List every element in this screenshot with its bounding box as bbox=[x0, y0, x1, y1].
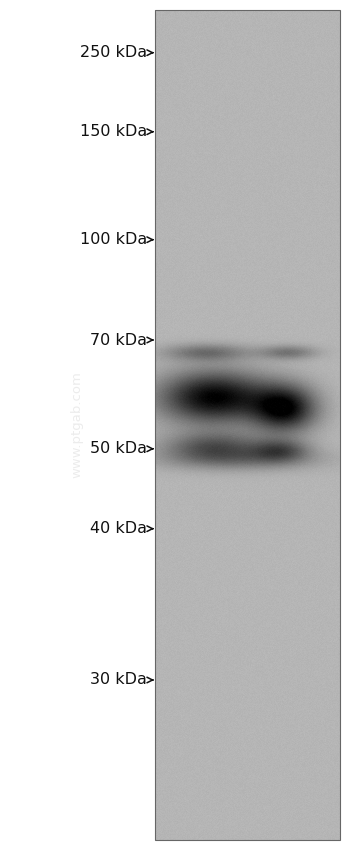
Text: 40 kDa: 40 kDa bbox=[90, 521, 147, 536]
Bar bbox=[155, 10, 340, 840]
Bar bbox=[155, 10, 340, 840]
Text: 150 kDa: 150 kDa bbox=[80, 124, 147, 139]
Text: 70 kDa: 70 kDa bbox=[90, 332, 147, 348]
Text: 30 kDa: 30 kDa bbox=[90, 672, 147, 688]
Text: 50 kDa: 50 kDa bbox=[90, 441, 147, 456]
Text: 250 kDa: 250 kDa bbox=[80, 45, 147, 60]
Text: www.ptgab.com: www.ptgab.com bbox=[70, 371, 84, 479]
Text: 100 kDa: 100 kDa bbox=[80, 232, 147, 247]
